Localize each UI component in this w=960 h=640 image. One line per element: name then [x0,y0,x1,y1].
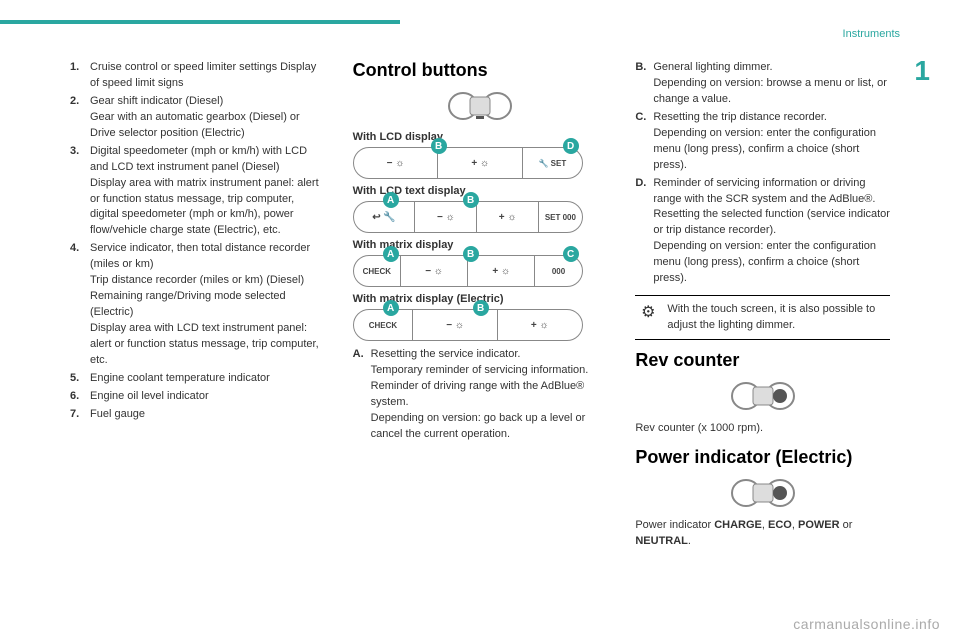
item-letter: A. [353,347,371,443]
callout-tag: D [563,138,579,154]
column-2: Control buttons With LCD display − ☼+ ☼🔧… [353,60,608,550]
power-indicator-title: Power indicator (Electric) [635,447,890,468]
callout-tag: B [473,300,489,316]
callout-tag: B [463,246,479,262]
item-text: Digital speedometer (mph or km/h) with L… [90,144,325,240]
panel-button[interactable]: + ☼ [477,202,539,232]
callout-tag: A [383,192,399,208]
control-panel: − ☼+ ☼🔧 SET [353,147,583,179]
panel-button[interactable]: − ☼ [354,148,439,178]
cluster-icon [445,89,515,123]
item-number: 5. [70,371,90,387]
panel-matrix: CHECK− ☼+ ☼000ABC [353,255,608,287]
rev-cluster-icon [728,379,798,413]
rev-counter-text: Rev counter (x 1000 rpm). [635,421,890,437]
panel-lcd: − ☼+ ☼🔧 SETBD [353,147,608,179]
item-number: 4. [70,241,90,369]
callout-tag: A [383,300,399,316]
item-number: 3. [70,144,90,240]
item-text: Fuel gauge [90,407,325,423]
item-text: Resetting the service indicator. Tempora… [371,347,608,443]
list-item: 6.Engine oil level indicator [70,389,325,405]
panel-button[interactable]: SET 000 [539,202,582,232]
numbered-list: 1.Cruise control or speed limiter settin… [70,60,325,423]
power-cluster-icon [728,476,798,510]
column-3: B.General lighting dimmer. Depending on … [635,60,890,550]
top-accent-bar [0,20,400,24]
list-item: 3.Digital speedometer (mph or km/h) with… [70,144,325,240]
item-letter: C. [635,110,653,174]
callout-tag: C [563,246,579,262]
item-text: Cruise control or speed limiter settings… [90,60,325,92]
panel-button[interactable]: − ☼ [401,256,468,286]
list-item: 5.Engine coolant temperature indicator [70,371,325,387]
item-number: 1. [70,60,90,92]
list-item: 1.Cruise control or speed limiter settin… [70,60,325,92]
item-text: Resetting the trip distance recorder. De… [653,110,890,174]
letter-list-col2: A.Resetting the service indicator. Tempo… [353,347,608,443]
item-text: Service indicator, then total distance r… [90,241,325,369]
item-text: Reminder of servicing information or dri… [653,176,890,288]
panel-button[interactable]: CHECK [354,310,414,340]
section-label: Instruments [843,28,900,40]
panel-button[interactable]: + ☼ [468,256,535,286]
letter-item: D.Reminder of servicing information or d… [635,176,890,288]
letter-list-col3: B.General lighting dimmer. Depending on … [635,60,890,287]
chapter-number: 1 [914,55,930,87]
content-columns: 1.Cruise control or speed limiter settin… [70,60,890,550]
item-letter: B. [635,60,653,108]
item-number: 7. [70,407,90,423]
callout-tag: A [383,246,399,262]
control-buttons-title: Control buttons [353,60,608,81]
list-item: 2.Gear shift indicator (Diesel) Gear wit… [70,94,325,142]
info-box: ⚙ With the touch screen, it is also poss… [635,295,890,340]
item-number: 6. [70,389,90,405]
list-item: 4.Service indicator, then total distance… [70,241,325,369]
item-text: General lighting dimmer. Depending on ve… [653,60,890,108]
letter-item: C.Resetting the trip distance recorder. … [635,110,890,174]
rev-counter-title: Rev counter [635,350,890,371]
column-1: 1.Cruise control or speed limiter settin… [70,60,325,550]
panel-button[interactable]: + ☼ [438,148,523,178]
gear-icon: ⚙ [637,302,659,333]
info-text: With the touch screen, it is also possib… [667,302,888,333]
panel-button[interactable]: + ☼ [498,310,582,340]
item-text: Engine oil level indicator [90,389,325,405]
panel-button[interactable]: ↩ 🔧 [354,202,416,232]
panel-lcd-text: ↩ 🔧− ☼+ ☼SET 000AB [353,201,608,233]
power-indicator-text: Power indicator CHARGE, ECO, POWER or NE… [635,518,890,550]
panel-matrix-electric: CHECK− ☼+ ☼AB [353,309,608,341]
item-text: Engine coolant temperature indicator [90,371,325,387]
item-text: Gear shift indicator (Diesel) Gear with … [90,94,325,142]
callout-tag: B [431,138,447,154]
callout-tag: B [463,192,479,208]
list-item: 7.Fuel gauge [70,407,325,423]
item-letter: D. [635,176,653,288]
letter-item: B.General lighting dimmer. Depending on … [635,60,890,108]
watermark: carmanualsonline.info [793,616,940,632]
letter-item: A.Resetting the service indicator. Tempo… [353,347,608,443]
item-number: 2. [70,94,90,142]
